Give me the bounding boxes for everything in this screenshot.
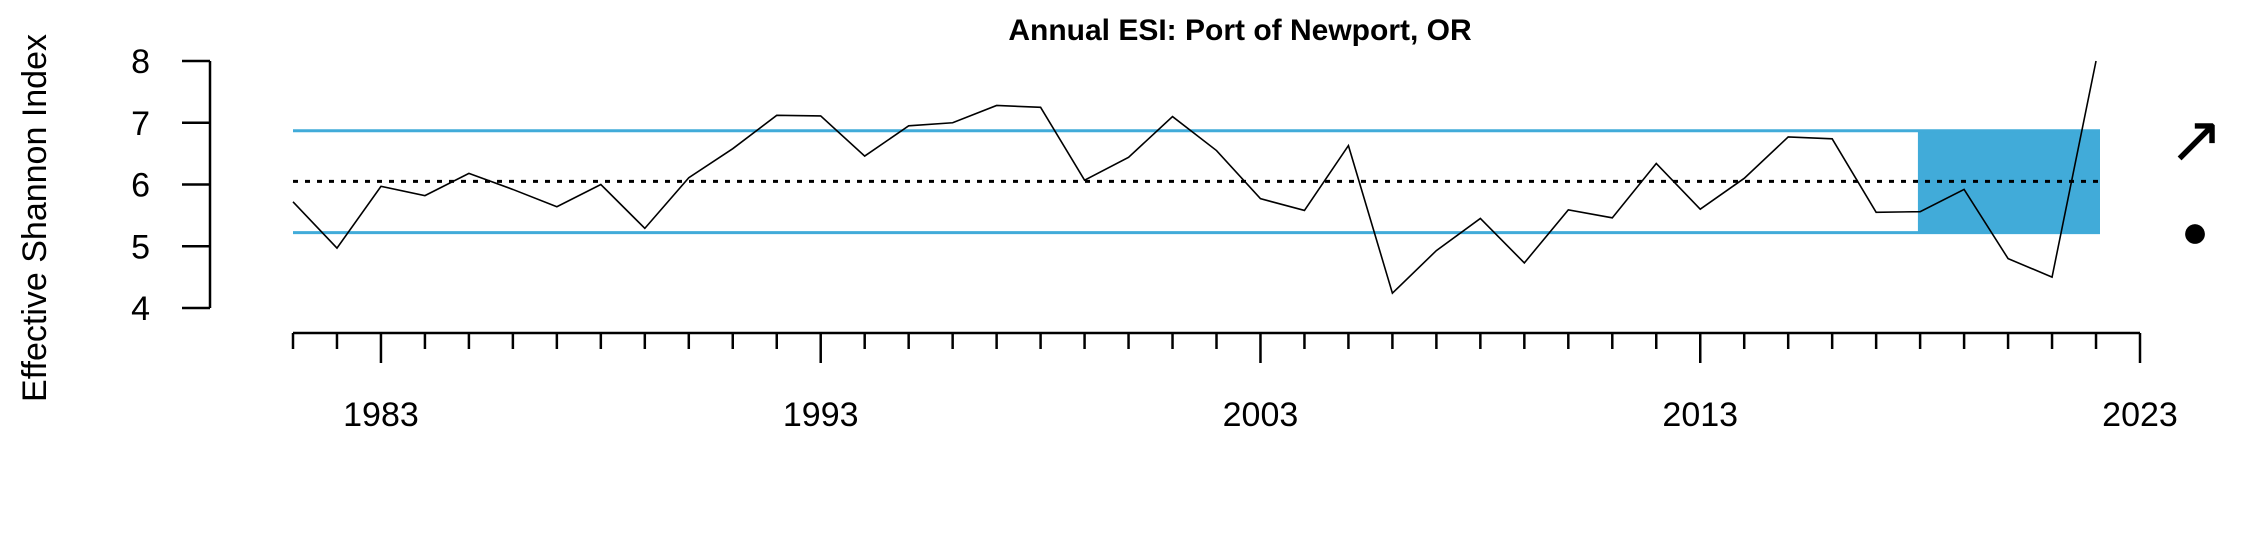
y-axis-label: Effective Shannon Index <box>16 34 54 402</box>
data-point <box>1479 217 1481 219</box>
data-point <box>1831 138 1833 140</box>
data-point <box>1963 188 1965 190</box>
reference-band-layer <box>293 129 2100 235</box>
data-point <box>820 115 822 117</box>
data-point <box>380 185 382 187</box>
data-point <box>600 184 602 186</box>
data-point <box>1435 250 1437 252</box>
data-point <box>512 188 514 190</box>
data-point <box>864 155 866 157</box>
data-point <box>1655 163 1657 165</box>
data-point <box>2051 276 2053 278</box>
data-point <box>996 104 998 106</box>
data-point <box>1787 136 1789 138</box>
data-point <box>336 247 338 249</box>
data-point <box>1084 179 1086 181</box>
data-point <box>1216 150 1218 152</box>
x-tick-label: 2013 <box>1662 396 1738 434</box>
data-point <box>1743 177 1745 179</box>
y-axis: 4 5 6 7 8 <box>131 43 212 328</box>
y-tick-label: 5 <box>131 228 150 266</box>
data-point <box>1128 156 1130 158</box>
x-tick-label: 2003 <box>1223 396 1299 434</box>
data-point <box>1919 211 1921 213</box>
y-tick-label: 6 <box>131 167 150 205</box>
y-tick-label: 7 <box>131 105 150 143</box>
data-point <box>952 122 954 124</box>
data-point <box>1259 198 1261 200</box>
data-point <box>1875 211 1877 213</box>
data-point <box>644 227 646 229</box>
data-point <box>1347 145 1349 147</box>
y-tick-label: 8 <box>131 43 150 81</box>
series-layer <box>292 60 2097 295</box>
x-tick-label: 1983 <box>343 396 419 434</box>
data-point <box>1040 106 1042 108</box>
data-point <box>292 201 294 203</box>
data-point <box>1391 292 1393 294</box>
x-tick-label: 1993 <box>783 396 859 434</box>
mean-status-dot-icon: ● <box>2181 205 2209 257</box>
data-point <box>908 125 910 127</box>
data-point <box>1523 262 1525 264</box>
chart-title: Annual ESI: Port of Newport, OR <box>1008 14 1472 47</box>
data-point <box>468 172 470 174</box>
data-point <box>1611 217 1613 219</box>
esi-series-line <box>292 60 2097 295</box>
data-point <box>2007 258 2009 260</box>
data-point <box>556 206 558 208</box>
data-point <box>688 177 690 179</box>
data-point <box>1172 116 1174 118</box>
data-point <box>776 114 778 116</box>
x-tick-label: 2023 <box>2102 396 2178 434</box>
y-tick-label: 4 <box>131 290 150 328</box>
data-point <box>424 195 426 197</box>
x-axis: 1983 1993 2003 2013 2023 <box>291 331 2178 434</box>
data-point <box>732 148 734 150</box>
data-point <box>2095 60 2097 62</box>
data-point <box>1699 208 1701 210</box>
data-point <box>1303 209 1305 211</box>
trend-arrow-icon: ↗ <box>2168 102 2223 176</box>
data-point <box>1567 209 1569 211</box>
